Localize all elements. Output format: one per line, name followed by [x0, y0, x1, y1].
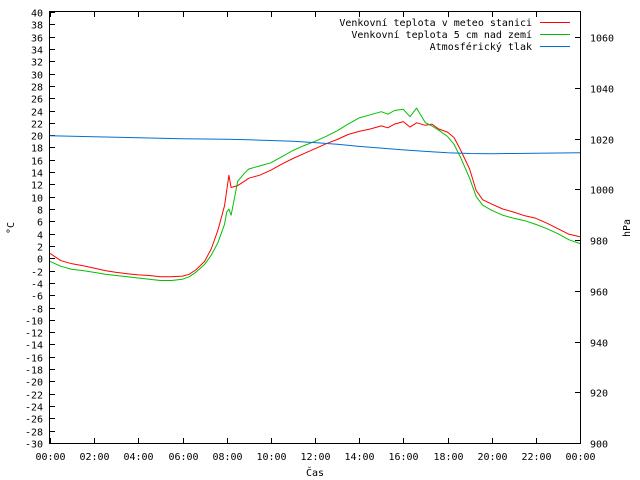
- y-tick-label: -20: [25, 378, 43, 389]
- y-tick-label: -18: [25, 366, 43, 377]
- y-tick-label: -8: [31, 305, 43, 316]
- x-tick-label: 00:00: [35, 452, 65, 463]
- y-tick-label: 12: [31, 181, 43, 192]
- y-tick-label: -4: [31, 280, 43, 291]
- x-tick-label: 22:00: [521, 452, 551, 463]
- y2-tick-label: 1000: [590, 186, 614, 197]
- y-tick-label: 4: [37, 231, 43, 242]
- y2-tick-label: 1060: [590, 34, 614, 45]
- x-tick-label: 08:00: [212, 452, 242, 463]
- y-tick-label: 16: [31, 157, 43, 168]
- y-tick-label: -14: [25, 341, 43, 352]
- y-tick-label: 30: [31, 71, 43, 82]
- series-line-1: [49, 121, 581, 278]
- y-tick-label: -12: [25, 329, 43, 340]
- y-tick-label: 8: [37, 206, 43, 217]
- y-tick-label: -30: [25, 440, 43, 451]
- x-axis-label: Čas: [306, 466, 324, 479]
- y2-tick-label: 940: [590, 339, 608, 350]
- y-tick-label: 0: [37, 255, 43, 266]
- y-tick-label: 14: [31, 169, 43, 180]
- y-tick-label: 6: [37, 218, 43, 229]
- x-tick-label: 20:00: [477, 452, 507, 463]
- series-line-3: [49, 135, 581, 155]
- legend-label-1: Venkovní teplota v meteo stanici: [339, 17, 532, 29]
- y-tick-label: -6: [31, 292, 43, 303]
- y-tick-label: 18: [31, 144, 43, 155]
- y-tick-label: 34: [31, 46, 43, 57]
- y-tick-label: -28: [25, 428, 43, 439]
- y-tick-label: 32: [31, 58, 43, 69]
- y-tick-label: -10: [25, 317, 43, 328]
- y-tick-label: 40: [31, 9, 43, 20]
- x-tick-label: 10:00: [256, 452, 286, 463]
- y2-tick-label: 920: [590, 389, 608, 400]
- x-tick-label: 12:00: [300, 452, 330, 463]
- y-tick-label: 20: [31, 132, 43, 143]
- y-tick-label: -24: [25, 403, 43, 414]
- y2-tick-label: 960: [590, 288, 608, 299]
- x-tick-label: 18:00: [433, 452, 463, 463]
- series-lines: [49, 107, 581, 281]
- y-tick-label: 10: [31, 194, 43, 205]
- legend-label-2: Venkovní teplota 5 cm nad zemí: [351, 29, 532, 41]
- axis-ticks: 00:00 02:00 04:00 06:00 08:00 10:00 12:00 14:00…: [25, 9, 614, 464]
- y2-tick-label: 1040: [590, 85, 614, 96]
- x-tick-label: 02:00: [79, 452, 109, 463]
- series-line-2: [49, 107, 581, 281]
- y2-tick-label: 1020: [590, 136, 614, 147]
- y-tick-label: -22: [25, 391, 43, 402]
- x-tick-label: 16:00: [388, 452, 418, 463]
- x-tick-label: 04:00: [123, 452, 153, 463]
- y-axis-label: °C: [6, 222, 17, 234]
- y2-tick-label: 900: [590, 440, 608, 451]
- y-tick-label: -26: [25, 415, 43, 426]
- legend-label-3: Atmosférický tlak: [430, 41, 532, 53]
- y-tick-label: 22: [31, 120, 43, 131]
- y-tick-label: 2: [37, 243, 43, 254]
- y-tick-label: 26: [31, 95, 43, 106]
- plot-frame: [49, 11, 581, 444]
- y-tick-label: -16: [25, 354, 43, 365]
- y-tick-label: 38: [31, 21, 43, 32]
- y-tick-label: 36: [31, 34, 43, 45]
- y-tick-label: 28: [31, 83, 43, 94]
- y2-axis-label: hPa: [622, 219, 633, 237]
- y-tick-label: 24: [31, 108, 43, 119]
- x-tick-label: 00:00: [565, 452, 595, 463]
- x-tick-label: 14:00: [344, 452, 374, 463]
- y-tick-label: -2: [31, 268, 43, 279]
- x-tick-label: 06:00: [168, 452, 198, 463]
- y2-tick-label: 980: [590, 237, 608, 248]
- legend: Venkovní teplota v meteo staniciVenkovní…: [339, 17, 570, 53]
